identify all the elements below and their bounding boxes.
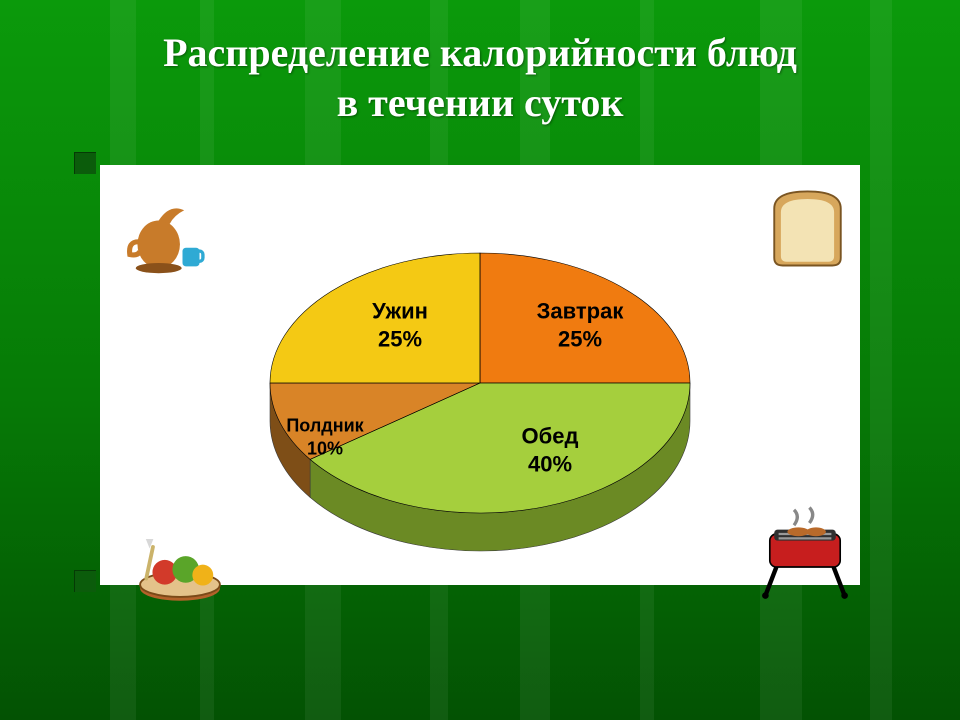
slide-title: Распределение калорийности блюд в течени… (0, 28, 960, 128)
title-line1: Распределение калорийности блюд (163, 30, 797, 75)
slide: Распределение калорийности блюд в течени… (0, 0, 960, 720)
bbq-grill-icon (750, 490, 860, 600)
bullet-icon (74, 152, 96, 174)
jug-and-cup-icon (118, 195, 213, 280)
fruit-bowl-icon (115, 520, 245, 615)
bread-icon (760, 180, 855, 275)
title-line2: в течении суток (337, 80, 624, 125)
bullet-icon (74, 570, 96, 592)
